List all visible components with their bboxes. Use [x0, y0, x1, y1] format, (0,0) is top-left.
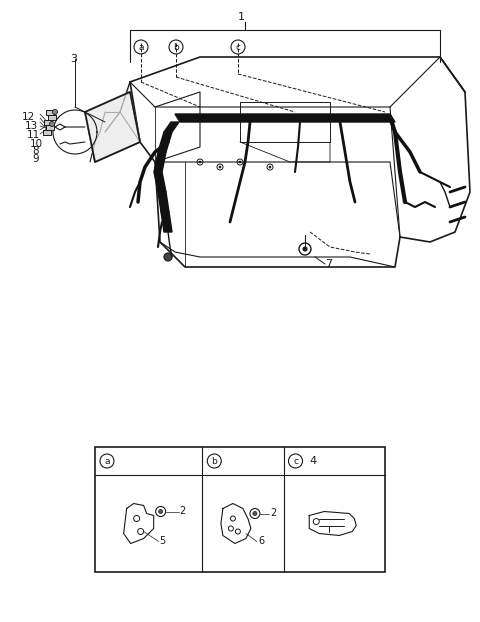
Text: 8: 8 — [32, 146, 38, 156]
Text: 9: 9 — [32, 154, 38, 164]
Bar — [44, 119, 52, 124]
Bar — [95, 447, 385, 572]
Circle shape — [164, 253, 172, 261]
Text: 6: 6 — [258, 537, 264, 547]
Circle shape — [199, 161, 201, 163]
Text: c: c — [293, 457, 298, 465]
Text: 3: 3 — [70, 54, 77, 64]
Circle shape — [253, 511, 257, 516]
Text: 11: 11 — [27, 130, 40, 140]
Polygon shape — [175, 114, 395, 122]
Text: 1: 1 — [238, 12, 245, 22]
Polygon shape — [154, 172, 166, 192]
Polygon shape — [85, 92, 140, 162]
Text: 7: 7 — [325, 259, 332, 269]
Circle shape — [269, 166, 271, 168]
Bar — [48, 114, 56, 119]
Polygon shape — [161, 212, 172, 232]
Circle shape — [159, 509, 163, 514]
Text: 2: 2 — [270, 509, 276, 519]
Circle shape — [49, 121, 55, 126]
Circle shape — [219, 166, 221, 168]
Polygon shape — [158, 192, 169, 212]
Circle shape — [303, 247, 307, 251]
Text: b: b — [211, 457, 217, 465]
Text: a: a — [138, 42, 144, 52]
Polygon shape — [158, 132, 172, 152]
Text: c: c — [236, 42, 240, 52]
Bar — [46, 109, 54, 114]
Polygon shape — [164, 122, 179, 132]
Text: b: b — [173, 42, 179, 52]
Circle shape — [239, 161, 241, 163]
Text: 12: 12 — [22, 112, 35, 122]
Circle shape — [52, 109, 58, 114]
Bar — [46, 124, 54, 129]
Text: 10: 10 — [30, 139, 43, 149]
Text: 4: 4 — [310, 456, 317, 466]
Text: 13: 13 — [25, 121, 38, 131]
Text: 2: 2 — [180, 506, 186, 516]
Text: 5: 5 — [160, 537, 166, 547]
Text: a: a — [104, 457, 110, 465]
Polygon shape — [154, 152, 166, 172]
Bar — [43, 129, 51, 134]
